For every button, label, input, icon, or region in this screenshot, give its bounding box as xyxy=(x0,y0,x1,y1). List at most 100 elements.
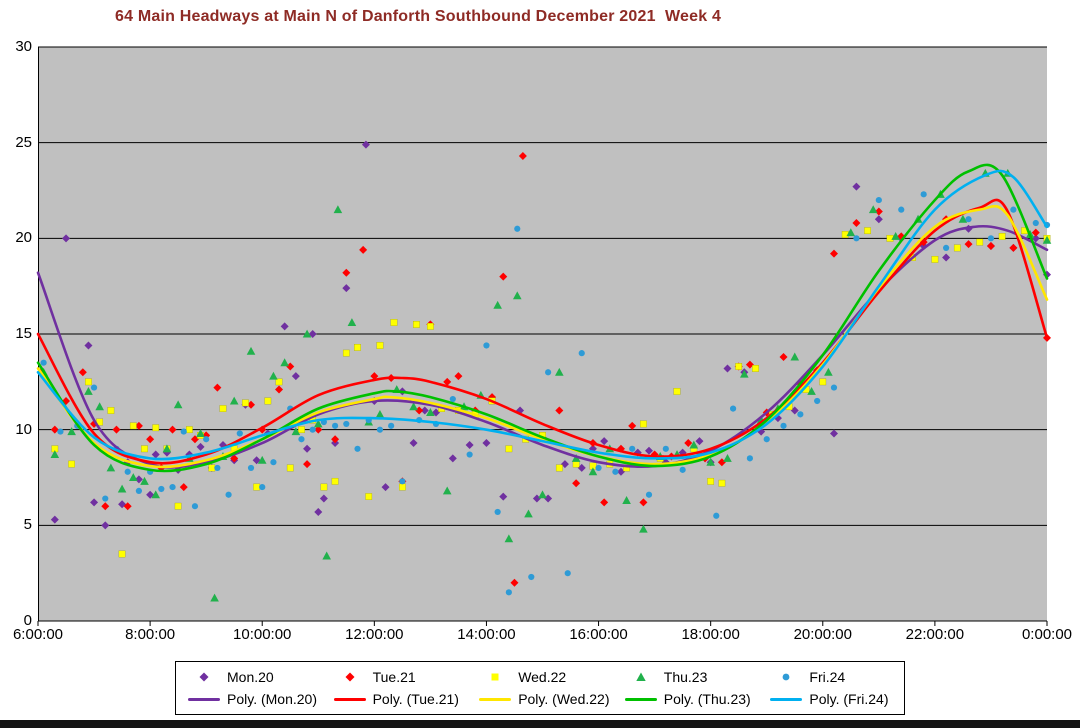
legend-item-wed-22: Wed.22 xyxy=(467,669,613,685)
data-point xyxy=(409,402,418,411)
data-point xyxy=(639,498,648,507)
data-point xyxy=(415,406,424,415)
data-point xyxy=(162,444,172,453)
data-point xyxy=(102,495,109,502)
data-point xyxy=(128,473,138,481)
y-tick-label: 10 xyxy=(15,420,32,438)
data-point xyxy=(152,424,160,432)
triangle-marker-icon xyxy=(625,671,657,683)
data-point xyxy=(427,322,434,330)
data-point xyxy=(280,358,289,367)
poly-trend-line xyxy=(36,224,1049,469)
y-tick-label: 0 xyxy=(23,612,32,629)
data-point xyxy=(864,227,871,235)
data-point xyxy=(516,406,525,415)
data-point xyxy=(135,487,142,494)
data-point xyxy=(413,321,420,328)
data-point xyxy=(572,479,581,488)
data-point xyxy=(264,397,272,405)
data-point xyxy=(151,450,160,459)
data-point xyxy=(645,491,653,498)
data-point xyxy=(595,464,602,472)
x-tick-label: 16:00:00 xyxy=(569,626,628,643)
data-point xyxy=(236,430,243,437)
data-point xyxy=(600,498,609,507)
legend-label: Poly. (Fri.24) xyxy=(809,691,889,708)
data-point xyxy=(998,233,1006,240)
data-point xyxy=(713,512,720,519)
data-point xyxy=(286,464,294,472)
legend-label: Poly. (Mon.20) xyxy=(227,691,317,708)
data-point xyxy=(303,460,312,469)
data-point xyxy=(986,241,995,250)
data-point xyxy=(943,244,950,251)
legend-item-poly-thu-23: Poly. (Thu.23) xyxy=(613,691,759,707)
data-point xyxy=(390,319,398,326)
y-tick-label: 25 xyxy=(15,133,32,151)
chart-title: 64 Main Headways at Main N of Danforth S… xyxy=(115,8,722,25)
x-tick-label: 10:00:00 xyxy=(233,626,292,643)
data-point xyxy=(465,440,474,449)
legend-label: Wed.22 xyxy=(518,668,567,685)
poly-trend-line xyxy=(36,169,1049,461)
data-point xyxy=(95,402,104,411)
data-point xyxy=(499,272,508,281)
data-point xyxy=(443,377,452,386)
data-point xyxy=(763,436,770,443)
data-point xyxy=(361,140,370,149)
data-point xyxy=(689,440,699,449)
data-point xyxy=(123,502,132,511)
data-point xyxy=(555,406,564,415)
data-point xyxy=(214,464,221,472)
data-point xyxy=(510,578,519,587)
trend-line-sample-icon xyxy=(770,697,803,701)
x-tick-label: 0:00:00 xyxy=(1021,626,1073,643)
data-point xyxy=(333,205,343,214)
data-point xyxy=(151,490,161,499)
trend-line-sample-icon xyxy=(188,697,220,701)
data-point xyxy=(354,445,361,452)
data-point xyxy=(298,436,305,443)
data-point xyxy=(449,395,456,403)
data-point xyxy=(141,445,148,453)
data-point xyxy=(303,444,312,453)
data-point xyxy=(797,411,804,418)
legend-item-poly-fri-24: Poly. (Fri.24) xyxy=(758,691,904,707)
data-point xyxy=(322,551,331,560)
data-point xyxy=(246,346,256,355)
data-point xyxy=(257,455,267,464)
data-point xyxy=(616,467,625,476)
data-point xyxy=(275,378,283,386)
legend-item-tue-21: Tue.21 xyxy=(322,669,468,685)
legend-item-mon-20: Mon.20 xyxy=(176,669,322,685)
data-point xyxy=(420,406,429,415)
data-point xyxy=(483,342,490,349)
x-tick-label: 18:00:00 xyxy=(681,626,740,643)
data-point xyxy=(829,249,838,258)
y-tick-label: 20 xyxy=(15,229,32,247)
data-point xyxy=(50,515,59,524)
data-point xyxy=(168,425,177,434)
data-point xyxy=(448,454,457,463)
data-point xyxy=(898,206,905,213)
data-point xyxy=(505,445,513,453)
data-point xyxy=(1009,243,1018,252)
data-point xyxy=(331,435,340,444)
data-point xyxy=(494,508,501,516)
data-point xyxy=(269,371,278,380)
x-tick-label: 20:00:00 xyxy=(793,626,852,643)
data-point xyxy=(399,478,406,485)
data-point xyxy=(830,384,838,391)
data-point xyxy=(158,485,165,493)
data-point xyxy=(717,458,726,467)
data-point xyxy=(90,498,99,507)
x-tick-label: 14:00:00 xyxy=(457,626,516,643)
data-point xyxy=(1042,235,1052,244)
data-point xyxy=(846,228,856,237)
data-point xyxy=(309,426,316,433)
data-point xyxy=(208,464,216,472)
data-point xyxy=(252,456,261,465)
data-point xyxy=(286,362,295,371)
legend-label: Poly. (Wed.22) xyxy=(518,691,610,708)
data-point xyxy=(545,369,552,376)
